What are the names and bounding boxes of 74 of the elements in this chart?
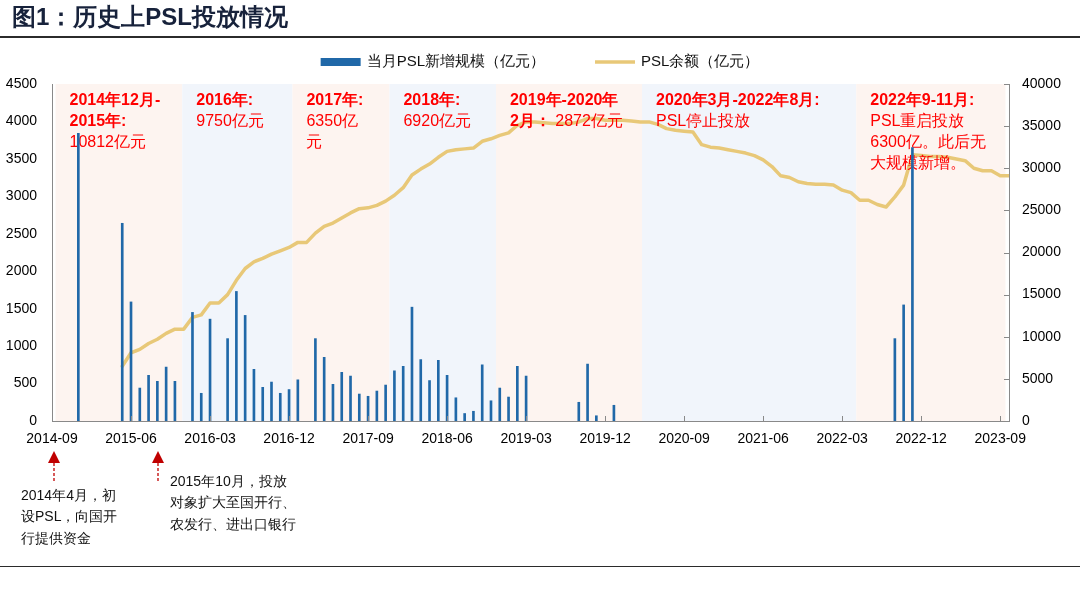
bar [322, 357, 326, 421]
y-tick-label: 3500 [5, 149, 38, 166]
bar [516, 366, 519, 421]
band-label: 2017年:6350亿元 [306, 91, 364, 151]
bar [235, 291, 238, 421]
x-tick-label: 2015-06 [105, 430, 157, 447]
bar [393, 370, 396, 421]
x-tick-label: 2019-03 [500, 430, 553, 447]
y2-tick-label: 40000 [1022, 74, 1062, 91]
x-tick-label: 2016-03 [184, 430, 236, 447]
band-label: 2019年-2020年2月： 2872亿元 [509, 91, 623, 130]
bar [595, 415, 598, 421]
bar [586, 363, 589, 421]
x-tick-label: 2018-06 [421, 430, 473, 447]
bar [261, 386, 265, 421]
bar [357, 393, 361, 421]
bar [436, 360, 440, 421]
y2-tick-label: 25000 [1022, 201, 1062, 218]
legend-label: 当月PSL新增规模（亿元） [366, 52, 546, 70]
text: 2014年4月，初设PSL，向国开行提供资金 [21, 486, 118, 546]
y-tick-label: 2000 [5, 262, 38, 279]
bar [577, 401, 581, 421]
y-tick-label: 4000 [5, 112, 38, 129]
bar [314, 338, 317, 421]
bar [270, 381, 273, 421]
y-tick-label: 4500 [5, 74, 38, 91]
y2-tick-label: 15000 [1022, 285, 1062, 302]
bar [480, 364, 484, 421]
x-tick-label: 2019-12 [579, 430, 632, 447]
bar [156, 380, 159, 421]
bar [226, 338, 229, 421]
y-tick-label: 1000 [5, 336, 38, 353]
bar [278, 392, 282, 421]
band-label: 2020年3月-2022年8月:PSL停止投放 [656, 91, 820, 130]
bar [120, 222, 124, 421]
x-tick-label: 2022-12 [895, 430, 948, 447]
bar [428, 380, 431, 421]
y2-tick-label: 30000 [1022, 159, 1062, 176]
band-label: 2018年:6920亿元 [403, 91, 472, 130]
x-tick-label: 2023-09 [974, 430, 1027, 447]
y2-tick-label: 35000 [1022, 116, 1062, 133]
chart-title: 图1：历史上PSL投放情况 [12, 2, 290, 30]
bar [384, 384, 387, 421]
bar [472, 410, 475, 421]
text: 2015年10月，投放对象扩大至国开行、农发行、进出口银行 [170, 472, 296, 532]
x-tick-label: 2021-06 [737, 430, 790, 447]
bar [147, 374, 150, 421]
y-tick-label: 0 [29, 411, 38, 428]
x-tick-label: 2016-12 [263, 430, 315, 447]
y-tick-label: 2500 [5, 224, 38, 241]
y2-tick-label: 0 [1022, 411, 1030, 428]
x-tick-label: 2014-09 [26, 430, 78, 447]
y-tick-label: 500 [13, 374, 38, 391]
bar [138, 387, 142, 421]
bar [419, 359, 423, 421]
bar [902, 304, 905, 421]
bar [199, 392, 203, 421]
bar [507, 396, 510, 421]
x-tick-label: 2022-03 [816, 430, 869, 447]
bar [463, 413, 466, 421]
legend-label: PSL余额（亿元） [641, 52, 760, 70]
y-tick-label: 3000 [5, 187, 38, 204]
bar [191, 312, 194, 421]
bar [349, 375, 352, 421]
x-tick-label: 2017-09 [342, 430, 394, 447]
x-tick-label: 2020-09 [658, 430, 711, 447]
y2-tick-label: 5000 [1022, 369, 1054, 386]
bar [498, 387, 502, 421]
bar [340, 371, 344, 421]
y2-tick-label: 20000 [1022, 243, 1062, 260]
y2-tick-label: 10000 [1022, 327, 1062, 344]
bar [401, 366, 405, 421]
band-label: 2016年:9750亿元 [196, 91, 264, 130]
y-tick-label: 1500 [5, 299, 38, 316]
